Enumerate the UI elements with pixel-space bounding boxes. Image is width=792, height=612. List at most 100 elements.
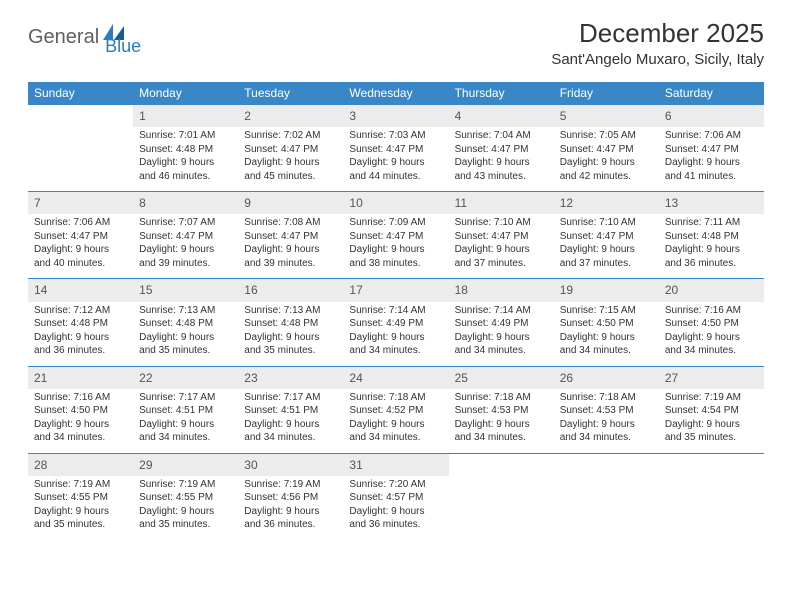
weekday-header: Saturday — [659, 82, 764, 105]
weekday-header: Wednesday — [343, 82, 448, 105]
day-number-cell: 7 — [28, 192, 133, 215]
day-number-cell: 31 — [343, 453, 448, 476]
sunset-text: Sunset: 4:47 PM — [244, 143, 337, 157]
sunset-text: Sunset: 4:57 PM — [349, 491, 442, 505]
day-number-cell: 29 — [133, 453, 238, 476]
day1-text: Daylight: 9 hours — [139, 156, 232, 170]
day-info-cell: Sunrise: 7:19 AMSunset: 4:55 PMDaylight:… — [28, 476, 133, 540]
sunset-text: Sunset: 4:47 PM — [244, 230, 337, 244]
day2-text: and 38 minutes. — [349, 257, 442, 271]
sunset-text: Sunset: 4:47 PM — [349, 230, 442, 244]
day-info-row: Sunrise: 7:19 AMSunset: 4:55 PMDaylight:… — [28, 476, 764, 540]
sunset-text: Sunset: 4:54 PM — [665, 404, 758, 418]
day1-text: Daylight: 9 hours — [349, 331, 442, 345]
day-number-cell: 18 — [449, 279, 554, 302]
day-number-cell: 5 — [554, 105, 659, 128]
weekday-header: Friday — [554, 82, 659, 105]
weekday-header: Monday — [133, 82, 238, 105]
sunset-text: Sunset: 4:53 PM — [455, 404, 548, 418]
day-info-cell: Sunrise: 7:19 AMSunset: 4:54 PMDaylight:… — [659, 389, 764, 454]
day1-text: Daylight: 9 hours — [34, 331, 127, 345]
day1-text: Daylight: 9 hours — [139, 505, 232, 519]
day-info-cell: Sunrise: 7:14 AMSunset: 4:49 PMDaylight:… — [343, 302, 448, 367]
sunset-text: Sunset: 4:51 PM — [139, 404, 232, 418]
day-info-row: Sunrise: 7:01 AMSunset: 4:48 PMDaylight:… — [28, 127, 764, 192]
day-info-cell: Sunrise: 7:07 AMSunset: 4:47 PMDaylight:… — [133, 214, 238, 279]
sunrise-text: Sunrise: 7:04 AM — [455, 129, 548, 143]
sunrise-text: Sunrise: 7:10 AM — [560, 216, 653, 230]
day-info-cell: Sunrise: 7:17 AMSunset: 4:51 PMDaylight:… — [133, 389, 238, 454]
sunset-text: Sunset: 4:50 PM — [665, 317, 758, 331]
day-number-cell: 30 — [238, 453, 343, 476]
weekday-header: Sunday — [28, 82, 133, 105]
day-number-cell: 19 — [554, 279, 659, 302]
day-info-cell: Sunrise: 7:10 AMSunset: 4:47 PMDaylight:… — [449, 214, 554, 279]
day2-text: and 34 minutes. — [560, 344, 653, 358]
day1-text: Daylight: 9 hours — [244, 331, 337, 345]
day2-text: and 45 minutes. — [244, 170, 337, 184]
sunset-text: Sunset: 4:56 PM — [244, 491, 337, 505]
day1-text: Daylight: 9 hours — [665, 418, 758, 432]
sunrise-text: Sunrise: 7:19 AM — [244, 478, 337, 492]
sunrise-text: Sunrise: 7:15 AM — [560, 304, 653, 318]
day1-text: Daylight: 9 hours — [34, 418, 127, 432]
day2-text: and 35 minutes. — [665, 431, 758, 445]
sunrise-text: Sunrise: 7:14 AM — [455, 304, 548, 318]
day-info-cell: Sunrise: 7:01 AMSunset: 4:48 PMDaylight:… — [133, 127, 238, 192]
day2-text: and 34 minutes. — [560, 431, 653, 445]
day-info-cell — [659, 476, 764, 540]
weekday-header: Tuesday — [238, 82, 343, 105]
day2-text: and 40 minutes. — [34, 257, 127, 271]
day-info-cell: Sunrise: 7:18 AMSunset: 4:53 PMDaylight:… — [449, 389, 554, 454]
day-info-cell: Sunrise: 7:18 AMSunset: 4:53 PMDaylight:… — [554, 389, 659, 454]
weekday-header-row: Sunday Monday Tuesday Wednesday Thursday… — [28, 82, 764, 105]
day2-text: and 37 minutes. — [455, 257, 548, 271]
sunset-text: Sunset: 4:49 PM — [349, 317, 442, 331]
day1-text: Daylight: 9 hours — [244, 418, 337, 432]
day1-text: Daylight: 9 hours — [139, 331, 232, 345]
day-number-cell — [659, 453, 764, 476]
sunset-text: Sunset: 4:48 PM — [139, 143, 232, 157]
sunrise-text: Sunrise: 7:17 AM — [139, 391, 232, 405]
day-number-cell: 13 — [659, 192, 764, 215]
day2-text: and 39 minutes. — [139, 257, 232, 271]
sunset-text: Sunset: 4:47 PM — [455, 143, 548, 157]
sunrise-text: Sunrise: 7:06 AM — [34, 216, 127, 230]
day-number-cell: 28 — [28, 453, 133, 476]
sunset-text: Sunset: 4:47 PM — [560, 143, 653, 157]
day-number-cell: 17 — [343, 279, 448, 302]
day2-text: and 43 minutes. — [455, 170, 548, 184]
day-number-cell: 8 — [133, 192, 238, 215]
day-info-cell: Sunrise: 7:06 AMSunset: 4:47 PMDaylight:… — [28, 214, 133, 279]
day-info-row: Sunrise: 7:16 AMSunset: 4:50 PMDaylight:… — [28, 389, 764, 454]
day-info-cell: Sunrise: 7:16 AMSunset: 4:50 PMDaylight:… — [28, 389, 133, 454]
sunset-text: Sunset: 4:55 PM — [34, 491, 127, 505]
day1-text: Daylight: 9 hours — [139, 418, 232, 432]
day-info-cell: Sunrise: 7:03 AMSunset: 4:47 PMDaylight:… — [343, 127, 448, 192]
sunrise-text: Sunrise: 7:16 AM — [34, 391, 127, 405]
sunset-text: Sunset: 4:47 PM — [139, 230, 232, 244]
day-number-cell: 6 — [659, 105, 764, 128]
day-info-cell: Sunrise: 7:06 AMSunset: 4:47 PMDaylight:… — [659, 127, 764, 192]
day1-text: Daylight: 9 hours — [560, 331, 653, 345]
day2-text: and 46 minutes. — [139, 170, 232, 184]
day1-text: Daylight: 9 hours — [349, 243, 442, 257]
sunset-text: Sunset: 4:55 PM — [139, 491, 232, 505]
day-number-cell: 11 — [449, 192, 554, 215]
sunrise-text: Sunrise: 7:12 AM — [34, 304, 127, 318]
day-number-cell: 3 — [343, 105, 448, 128]
day2-text: and 36 minutes. — [34, 344, 127, 358]
day2-text: and 34 minutes. — [349, 431, 442, 445]
day-number-row: 28293031 — [28, 453, 764, 476]
sunrise-text: Sunrise: 7:07 AM — [139, 216, 232, 230]
day-info-cell: Sunrise: 7:08 AMSunset: 4:47 PMDaylight:… — [238, 214, 343, 279]
day-info-cell: Sunrise: 7:09 AMSunset: 4:47 PMDaylight:… — [343, 214, 448, 279]
day2-text: and 34 minutes. — [665, 344, 758, 358]
day1-text: Daylight: 9 hours — [455, 331, 548, 345]
day1-text: Daylight: 9 hours — [455, 418, 548, 432]
day-info-cell: Sunrise: 7:16 AMSunset: 4:50 PMDaylight:… — [659, 302, 764, 367]
day2-text: and 35 minutes. — [34, 518, 127, 532]
day1-text: Daylight: 9 hours — [665, 243, 758, 257]
day1-text: Daylight: 9 hours — [665, 331, 758, 345]
day-number-row: 123456 — [28, 105, 764, 128]
